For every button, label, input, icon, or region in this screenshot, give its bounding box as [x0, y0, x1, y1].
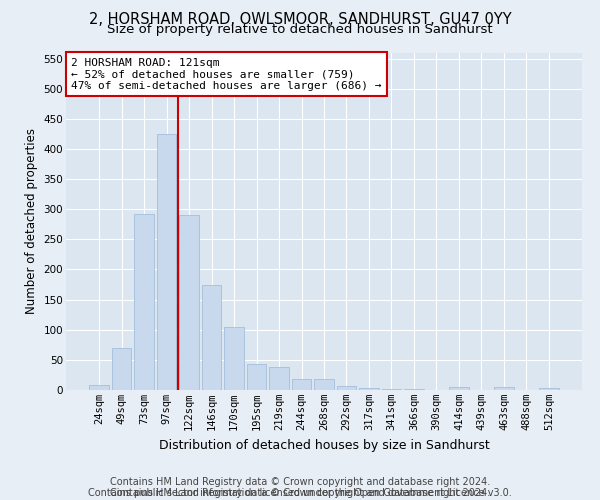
Bar: [247, 364, 266, 390]
Bar: [202, 284, 221, 390]
Bar: [494, 387, 514, 390]
Text: Contains HM Land Registry data © Crown copyright and database right 2024.
Contai: Contains HM Land Registry data © Crown c…: [88, 477, 512, 498]
Bar: [269, 367, 289, 390]
Bar: [382, 389, 401, 390]
Text: Size of property relative to detached houses in Sandhurst: Size of property relative to detached ho…: [107, 22, 493, 36]
Text: Contains HM Land Registry data © Crown copyright and database right 2024.: Contains HM Land Registry data © Crown c…: [110, 488, 490, 498]
Bar: [337, 386, 356, 390]
Bar: [292, 378, 311, 390]
Bar: [359, 388, 379, 390]
Y-axis label: Number of detached properties: Number of detached properties: [25, 128, 38, 314]
Bar: [134, 214, 154, 390]
Bar: [449, 387, 469, 390]
Bar: [539, 388, 559, 390]
Text: 2 HORSHAM ROAD: 121sqm
← 52% of detached houses are smaller (759)
47% of semi-de: 2 HORSHAM ROAD: 121sqm ← 52% of detached…: [71, 58, 382, 91]
Bar: [314, 379, 334, 390]
Bar: [89, 385, 109, 390]
Bar: [224, 326, 244, 390]
Text: 2, HORSHAM ROAD, OWLSMOOR, SANDHURST, GU47 0YY: 2, HORSHAM ROAD, OWLSMOOR, SANDHURST, GU…: [89, 12, 511, 28]
Bar: [179, 215, 199, 390]
X-axis label: Distribution of detached houses by size in Sandhurst: Distribution of detached houses by size …: [158, 438, 490, 452]
Bar: [112, 348, 131, 390]
Bar: [157, 134, 176, 390]
